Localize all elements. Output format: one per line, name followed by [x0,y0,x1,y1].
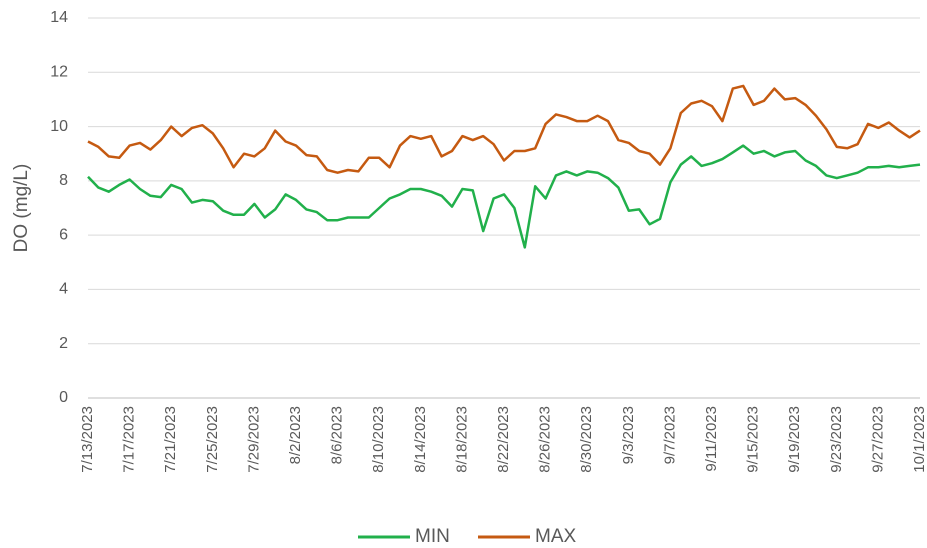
x-tick-label: 9/27/2023 [869,406,886,473]
y-tick-label: 14 [50,9,68,26]
x-tick-label: 7/25/2023 [204,406,221,473]
x-tick-label: 9/7/2023 [661,406,678,464]
x-tick-label: 7/21/2023 [162,406,179,473]
y-tick-label: 8 [59,172,68,189]
x-tick-label: 8/10/2023 [370,406,387,473]
y-tick-label: 12 [50,64,68,81]
y-tick-label: 6 [59,226,68,243]
x-tick-label: 8/30/2023 [578,406,595,473]
x-tick-label: 8/22/2023 [495,406,512,473]
x-tick-label: 9/19/2023 [786,406,803,473]
x-tick-label: 8/2/2023 [287,406,304,464]
x-tick-label: 9/15/2023 [745,406,762,473]
y-tick-label: 4 [59,281,68,298]
x-tick-label: 10/1/2023 [911,406,927,473]
legend-label: MAX [535,526,577,547]
x-tick-label: 8/26/2023 [537,406,554,473]
x-tick-label: 8/14/2023 [412,406,429,473]
y-tick-label: 0 [59,389,68,406]
x-tick-label: 8/6/2023 [329,406,346,464]
y-tick-label: 10 [50,118,68,135]
x-tick-label: 9/11/2023 [703,406,720,472]
y-axis-label: DO (mg/L) [11,164,32,253]
x-tick-label: 9/3/2023 [620,406,637,464]
x-tick-label: 9/23/2023 [828,406,845,473]
line-series [87,84,921,174]
x-tick-label: 8/18/2023 [453,406,470,473]
line-series [87,144,921,249]
x-tick-label: 7/17/2023 [121,406,138,473]
x-tick-label: 7/29/2023 [245,406,262,473]
x-tick-label: 7/13/2023 [79,406,96,473]
y-tick-label: 2 [59,335,68,352]
legend-label: MIN [415,526,450,547]
